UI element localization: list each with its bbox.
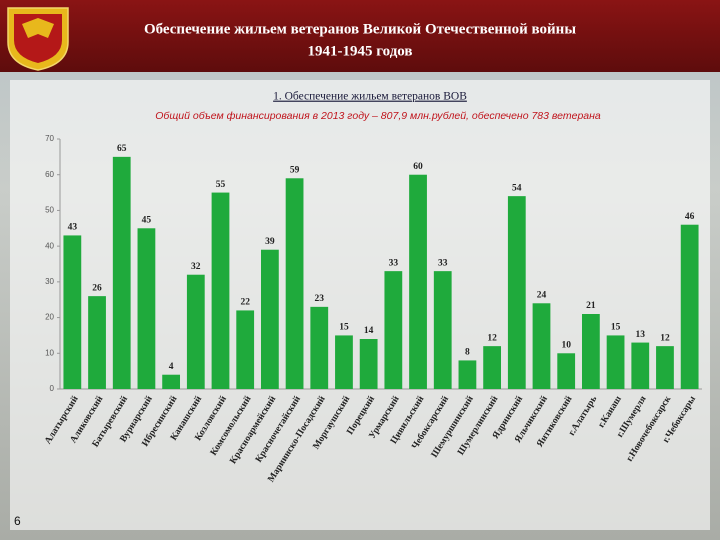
bar bbox=[88, 296, 106, 389]
y-tick-label: 20 bbox=[45, 313, 54, 322]
value-label: 12 bbox=[487, 333, 497, 343]
value-label: 54 bbox=[512, 183, 522, 193]
y-tick-label: 60 bbox=[45, 170, 54, 179]
value-label: 65 bbox=[117, 144, 127, 154]
chart-subtitle: Общий объем финансирования в 2013 году –… bbox=[155, 110, 601, 122]
value-label: 21 bbox=[586, 301, 596, 311]
bar bbox=[483, 346, 502, 389]
y-tick-label: 10 bbox=[45, 348, 54, 357]
bar bbox=[409, 174, 427, 389]
bar bbox=[433, 271, 452, 389]
header-band bbox=[0, 0, 720, 72]
header-subtitle: 1941-1945 годов bbox=[307, 43, 412, 59]
value-label: 59 bbox=[290, 165, 300, 175]
value-label: 15 bbox=[611, 323, 621, 333]
header-title: Обеспечение жильем ветеранов Великой Оте… bbox=[144, 21, 576, 37]
value-label: 14 bbox=[364, 326, 374, 336]
value-label: 22 bbox=[240, 298, 250, 308]
bar bbox=[384, 271, 403, 389]
y-tick-label: 30 bbox=[45, 277, 54, 286]
value-label: 15 bbox=[339, 323, 349, 333]
bar bbox=[112, 156, 131, 389]
bar bbox=[236, 310, 255, 389]
value-label: 8 bbox=[465, 348, 470, 358]
emblem bbox=[7, 7, 69, 71]
bar bbox=[557, 353, 576, 389]
value-label: 10 bbox=[561, 340, 571, 350]
value-label: 43 bbox=[68, 223, 78, 233]
value-label: 23 bbox=[315, 294, 325, 304]
value-label: 26 bbox=[92, 283, 102, 293]
bar bbox=[680, 224, 699, 389]
value-label: 60 bbox=[413, 162, 423, 172]
bar bbox=[63, 235, 82, 389]
bar bbox=[606, 335, 625, 389]
page-number: 6 bbox=[14, 514, 21, 528]
value-label: 24 bbox=[537, 290, 547, 300]
y-tick-label: 50 bbox=[45, 206, 54, 215]
bar bbox=[162, 374, 181, 389]
bar bbox=[507, 196, 526, 389]
value-label: 39 bbox=[265, 237, 275, 247]
bar bbox=[359, 339, 378, 389]
bar bbox=[260, 249, 279, 389]
value-label: 32 bbox=[191, 262, 201, 272]
value-label: 45 bbox=[142, 215, 152, 225]
bar bbox=[211, 192, 230, 389]
value-label: 33 bbox=[438, 258, 448, 268]
bar bbox=[137, 228, 156, 389]
value-label: 12 bbox=[660, 333, 670, 343]
bar bbox=[581, 314, 600, 389]
y-tick-label: 70 bbox=[45, 134, 54, 143]
value-label: 33 bbox=[389, 258, 399, 268]
bar bbox=[532, 303, 551, 389]
bar bbox=[631, 342, 650, 389]
value-label: 4 bbox=[169, 362, 174, 372]
chart-title: 1. Обеспечение жильем ветеранов ВОВ bbox=[273, 91, 467, 103]
bar bbox=[335, 335, 353, 389]
value-label: 13 bbox=[636, 330, 646, 340]
bar bbox=[458, 360, 477, 389]
y-tick-label: 40 bbox=[45, 241, 54, 250]
y-tick-label: 0 bbox=[50, 384, 55, 393]
value-label: 46 bbox=[685, 212, 695, 222]
bar bbox=[186, 274, 205, 389]
bar bbox=[656, 346, 674, 389]
value-label: 55 bbox=[216, 180, 226, 190]
bar bbox=[310, 306, 329, 389]
bar bbox=[285, 178, 304, 389]
